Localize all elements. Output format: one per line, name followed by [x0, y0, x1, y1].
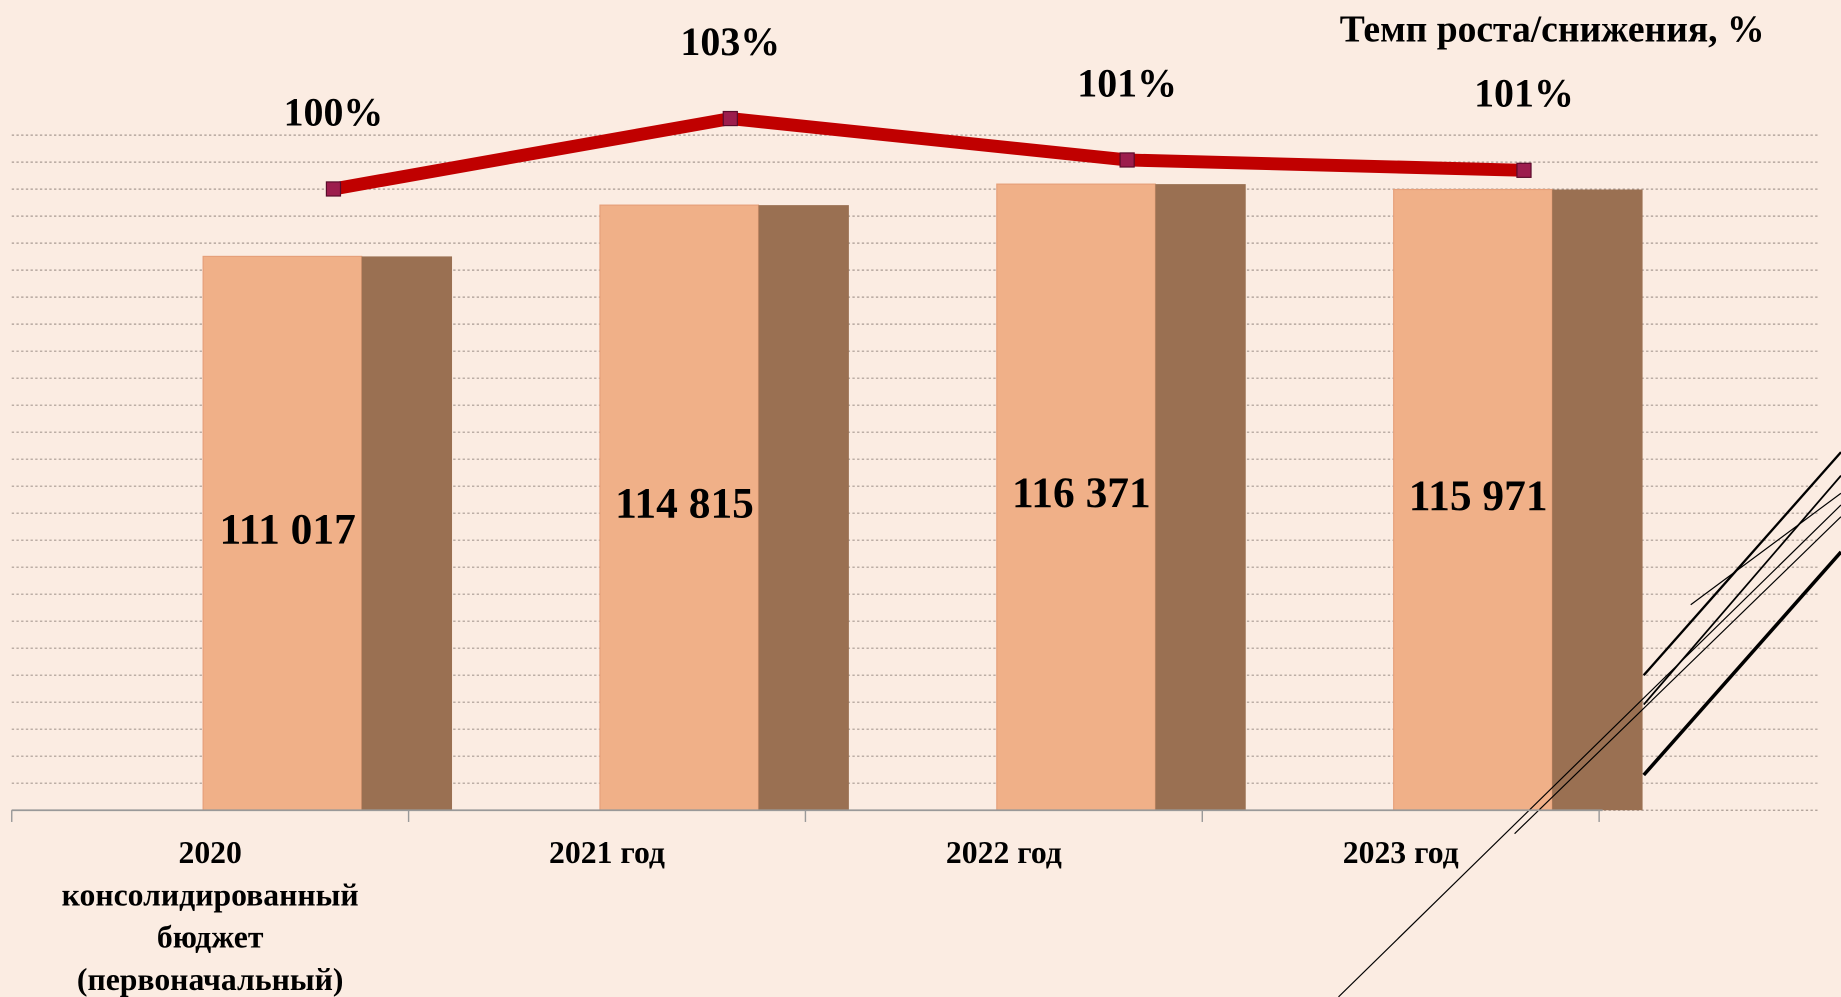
bar-side [1552, 190, 1642, 811]
x-tick-label: 2020 консолидированный бюджет (первонача… [11, 831, 410, 997]
bar-value-label: 114 815 [615, 480, 754, 528]
chart: 111 017 114 815 116 371 115 971 2020 консол… [0, 0, 1841, 997]
line-marker [1120, 153, 1134, 167]
x-tick-label: 2023 год [1201, 831, 1600, 873]
x-tick-label: 2021 год [407, 831, 806, 873]
x-axis: 2020 консолидированный бюджет (первонача… [11, 810, 1603, 997]
bar-side [758, 205, 848, 810]
x-label-box: 2020 консолидированный бюджет (первонача… [11, 831, 410, 997]
line-marker [326, 182, 340, 196]
x-label-box: 2022 год [804, 831, 1203, 997]
x-label-box: 2023 год [1201, 831, 1600, 997]
line-title: Темп роста/снижения, % [1340, 10, 1765, 51]
line-value-label: 101% [1474, 71, 1574, 116]
line-marker [723, 112, 737, 126]
bar-side [362, 256, 452, 810]
bar-value-label: 116 371 [1012, 469, 1151, 517]
x-label-box: 2021 год [407, 831, 806, 997]
line-value-label: 101% [1077, 60, 1177, 105]
bar-side [1155, 184, 1245, 810]
bar-value-label: 111 017 [219, 505, 355, 553]
line-value-label: 100% [284, 89, 384, 134]
page: {"chart_data": { "type": "bar", "categor… [0, 0, 1841, 997]
x-tick-label: 2022 год [804, 831, 1203, 873]
line-value-label: 103% [680, 19, 780, 64]
bar-value-label: 115 971 [1409, 472, 1548, 520]
line-marker [1517, 163, 1531, 177]
